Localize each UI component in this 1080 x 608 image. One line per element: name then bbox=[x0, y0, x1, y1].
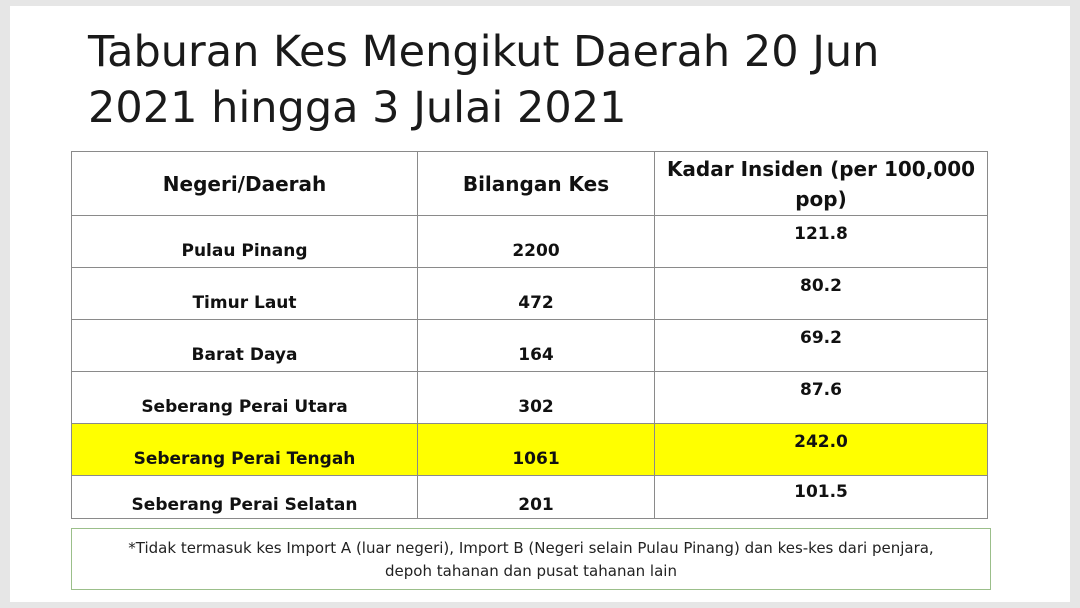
footnote-line-1: *Tidak termasuk kes Import A (luar neger… bbox=[128, 539, 934, 557]
cases-cell: 472 bbox=[417, 267, 655, 320]
cases-cell: 2200 bbox=[417, 215, 655, 268]
table-row-highlighted: Seberang Perai Tengah 1061 242.0 bbox=[71, 423, 988, 476]
cases-cell: 302 bbox=[417, 371, 655, 424]
area-cell: Seberang Perai Tengah bbox=[71, 423, 418, 476]
table-row: Timur Laut 472 80.2 bbox=[71, 267, 988, 320]
rate-text: 80.2 bbox=[800, 276, 842, 296]
header-area: Negeri/Daerah bbox=[71, 151, 418, 216]
cases-text: 2200 bbox=[512, 241, 560, 261]
header-cases: Bilangan Kes bbox=[417, 151, 655, 216]
cases-text: 164 bbox=[518, 345, 554, 365]
area-text: Pulau Pinang bbox=[181, 241, 308, 261]
cases-cell: 164 bbox=[417, 319, 655, 372]
rate-text: 87.6 bbox=[800, 380, 842, 400]
area-text: Seberang Perai Tengah bbox=[133, 449, 356, 469]
cases-cell: 201 bbox=[417, 475, 655, 519]
cases-table: Negeri/Daerah Bilangan Kes Kadar Insiden… bbox=[71, 151, 988, 519]
rate-text: 121.8 bbox=[794, 224, 848, 244]
rate-cell: 242.0 bbox=[654, 423, 988, 476]
cases-cell: 1061 bbox=[417, 423, 655, 476]
title-line-2: 2021 hingga 3 Julai 2021 bbox=[88, 83, 627, 133]
rate-text: 242.0 bbox=[794, 432, 848, 452]
area-text: Timur Laut bbox=[192, 293, 297, 313]
cases-text: 1061 bbox=[512, 449, 560, 469]
area-cell: Barat Daya bbox=[71, 319, 418, 372]
title-line-1: Taburan Kes Mengikut Daerah 20 Jun bbox=[88, 27, 880, 77]
area-text: Seberang Perai Utara bbox=[141, 397, 348, 417]
rate-cell: 121.8 bbox=[654, 215, 988, 268]
slide-title: Taburan Kes Mengikut Daerah 20 Jun 2021 … bbox=[88, 24, 988, 136]
area-text: Seberang Perai Selatan bbox=[131, 495, 358, 515]
header-rate: Kadar Insiden (per 100,000 pop) bbox=[654, 151, 988, 216]
table-row: Pulau Pinang 2200 121.8 bbox=[71, 215, 988, 268]
cases-text: 302 bbox=[518, 397, 554, 417]
table-row: Seberang Perai Utara 302 87.6 bbox=[71, 371, 988, 424]
footnote-line-2: depoh tahanan dan pusat tahanan lain bbox=[385, 562, 677, 580]
footnote-box: *Tidak termasuk kes Import A (luar neger… bbox=[71, 528, 991, 590]
rate-text: 69.2 bbox=[800, 328, 842, 348]
rate-cell: 87.6 bbox=[654, 371, 988, 424]
cases-text: 201 bbox=[518, 495, 554, 515]
table-row: Barat Daya 164 69.2 bbox=[71, 319, 988, 372]
area-cell: Pulau Pinang bbox=[71, 215, 418, 268]
rate-cell: 69.2 bbox=[654, 319, 988, 372]
slide: Taburan Kes Mengikut Daerah 20 Jun 2021 … bbox=[10, 6, 1070, 602]
area-cell: Seberang Perai Selatan bbox=[71, 475, 418, 519]
rate-cell: 80.2 bbox=[654, 267, 988, 320]
rate-cell: 101.5 bbox=[654, 475, 988, 519]
table-header-row: Negeri/Daerah Bilangan Kes Kadar Insiden… bbox=[71, 151, 988, 216]
area-cell: Seberang Perai Utara bbox=[71, 371, 418, 424]
rate-text: 101.5 bbox=[794, 482, 848, 502]
area-cell: Timur Laut bbox=[71, 267, 418, 320]
cases-text: 472 bbox=[518, 293, 554, 313]
table-row: Seberang Perai Selatan 201 101.5 bbox=[71, 475, 988, 519]
area-text: Barat Daya bbox=[191, 345, 298, 365]
